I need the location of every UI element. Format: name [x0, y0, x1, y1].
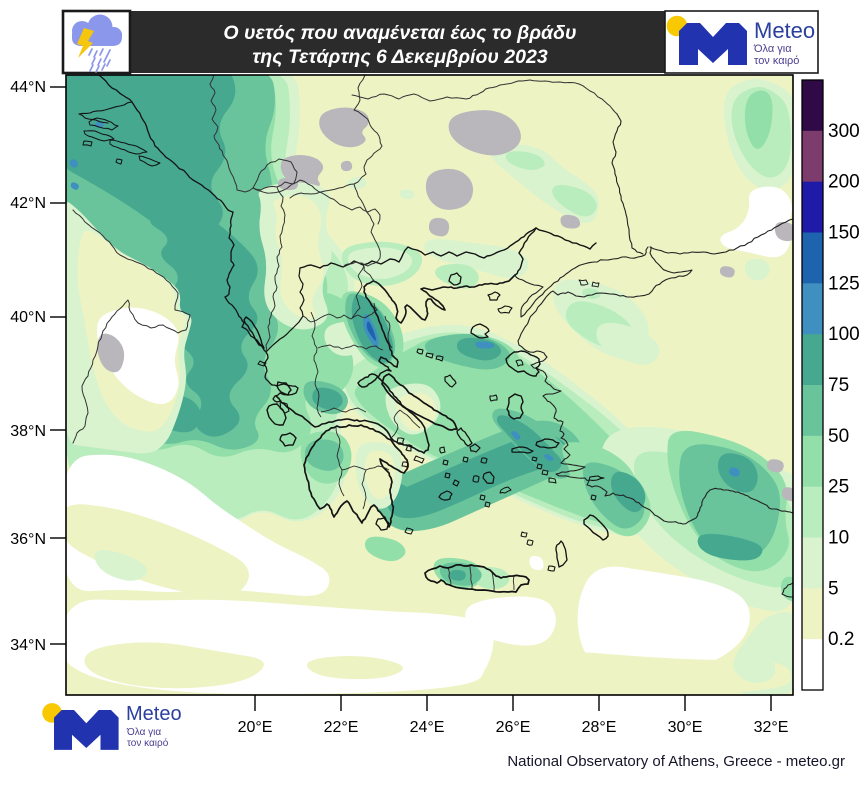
svg-text:28°E: 28°E — [582, 719, 617, 736]
svg-text:Meteo: Meteo — [754, 18, 815, 43]
svg-text:24°E: 24°E — [410, 719, 445, 736]
svg-text:0.2: 0.2 — [828, 629, 854, 650]
svg-text:Όλα για: Όλα για — [753, 43, 792, 55]
svg-text:50: 50 — [828, 426, 849, 447]
svg-text:τον καιρό: τον καιρό — [754, 55, 799, 67]
svg-text:34°N: 34°N — [10, 637, 46, 654]
svg-text:200: 200 — [828, 172, 860, 193]
svg-text:125: 125 — [828, 273, 860, 294]
svg-text:της Τετάρτης 6 Δεκεμβρίου 2023: της Τετάρτης 6 Δεκεμβρίου 2023 — [252, 46, 548, 68]
svg-text:38°N: 38°N — [10, 423, 46, 440]
svg-text:75: 75 — [828, 375, 849, 396]
svg-text:44°N: 44°N — [10, 79, 46, 96]
svg-text:150: 150 — [828, 223, 860, 244]
svg-text:32°E: 32°E — [754, 719, 789, 736]
svg-text:22°E: 22°E — [324, 719, 359, 736]
svg-text:36°N: 36°N — [10, 531, 46, 548]
svg-text:10: 10 — [828, 528, 849, 549]
svg-text:42°N: 42°N — [10, 195, 46, 212]
svg-text:τον καιρό: τον καιρό — [127, 737, 169, 749]
svg-text:25: 25 — [828, 477, 849, 498]
svg-text:Όλα για: Όλα για — [126, 727, 161, 738]
svg-text:300: 300 — [828, 121, 860, 142]
svg-text:20°E: 20°E — [238, 719, 273, 736]
svg-text:Meteo: Meteo — [126, 703, 182, 725]
svg-text:26°E: 26°E — [496, 719, 531, 736]
svg-text:100: 100 — [828, 324, 860, 345]
svg-text:5: 5 — [828, 578, 839, 599]
svg-text:National Observatory of Athens: National Observatory of Athens, Greece -… — [507, 753, 845, 770]
svg-text:30°E: 30°E — [668, 719, 703, 736]
svg-text:Ο υετός που αναμένεται έως το: Ο υετός που αναμένεται έως το βράδυ — [223, 22, 576, 44]
svg-text:40°N: 40°N — [10, 309, 46, 326]
